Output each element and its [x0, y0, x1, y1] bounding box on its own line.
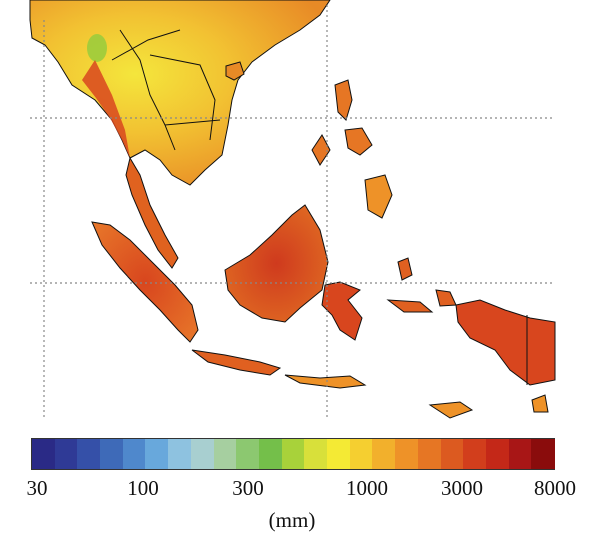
green-patch	[87, 34, 107, 62]
colorbar-tick-300: 300	[232, 476, 264, 500]
sumatra-island	[91, 221, 199, 343]
colorbar-segment	[508, 439, 533, 469]
colorbar-segment	[531, 439, 556, 469]
colorbar-unit-label: (mm)	[268, 508, 316, 532]
colorbar-segment	[417, 439, 442, 469]
colorbar-segment	[122, 439, 147, 469]
colorbar-segment	[485, 439, 510, 469]
colorbar-segment	[395, 439, 419, 469]
colorbar-tick-1000: 1000	[346, 476, 388, 500]
maluku-islands	[386, 257, 457, 313]
colorbar	[31, 438, 556, 470]
colorbar-segment	[77, 439, 102, 469]
java-island	[191, 349, 282, 376]
colorbar-tick-100: 100	[127, 476, 159, 500]
colorbar-tick-3000: 3000	[441, 476, 483, 500]
australia-tip	[428, 401, 474, 419]
colorbar-segment	[54, 439, 79, 469]
colorbar-segment	[32, 439, 56, 469]
colorbar-segment	[213, 439, 238, 469]
colorbar-tick-8000: 8000	[534, 476, 576, 500]
colorbar-tick-30: 30	[26, 476, 48, 500]
colorbar-segment	[281, 439, 306, 469]
gridlines	[30, 5, 555, 420]
mainland-region	[29, 0, 331, 269]
new-guinea-island	[455, 299, 556, 386]
colorbar-segment	[440, 439, 465, 469]
hainan-island	[225, 61, 245, 81]
colorbar-segment	[327, 439, 351, 469]
colorbar-segment	[349, 439, 374, 469]
colorbar-segment	[372, 439, 397, 469]
borneo-island	[224, 204, 329, 323]
colorbar-segment	[145, 439, 170, 469]
lesser-sunda-islands	[284, 374, 367, 389]
colorbar-segment	[236, 439, 260, 469]
colorbar-segment	[168, 439, 192, 469]
colorbar-segment	[463, 439, 487, 469]
colorbar-segment	[258, 439, 283, 469]
philippines-islands	[311, 79, 393, 219]
map-panel	[29, 0, 556, 420]
colorbar-segment	[100, 439, 124, 469]
sulawesi-island	[321, 281, 363, 341]
colorbar-segment	[304, 439, 329, 469]
colorbar-segment	[190, 439, 215, 469]
